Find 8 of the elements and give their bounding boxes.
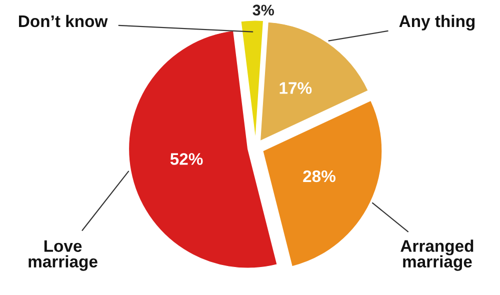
slice-label: Don’t know bbox=[19, 14, 108, 28]
slice-label: Any thing bbox=[399, 14, 475, 30]
data-label: 17% bbox=[280, 82, 312, 94]
data-label: 28% bbox=[303, 170, 336, 182]
slice-label: Arranged marriage bbox=[400, 240, 474, 271]
data-label: 52% bbox=[170, 153, 203, 165]
data-label: 3% bbox=[252, 4, 274, 16]
slice-label: Love marriage bbox=[28, 240, 98, 271]
